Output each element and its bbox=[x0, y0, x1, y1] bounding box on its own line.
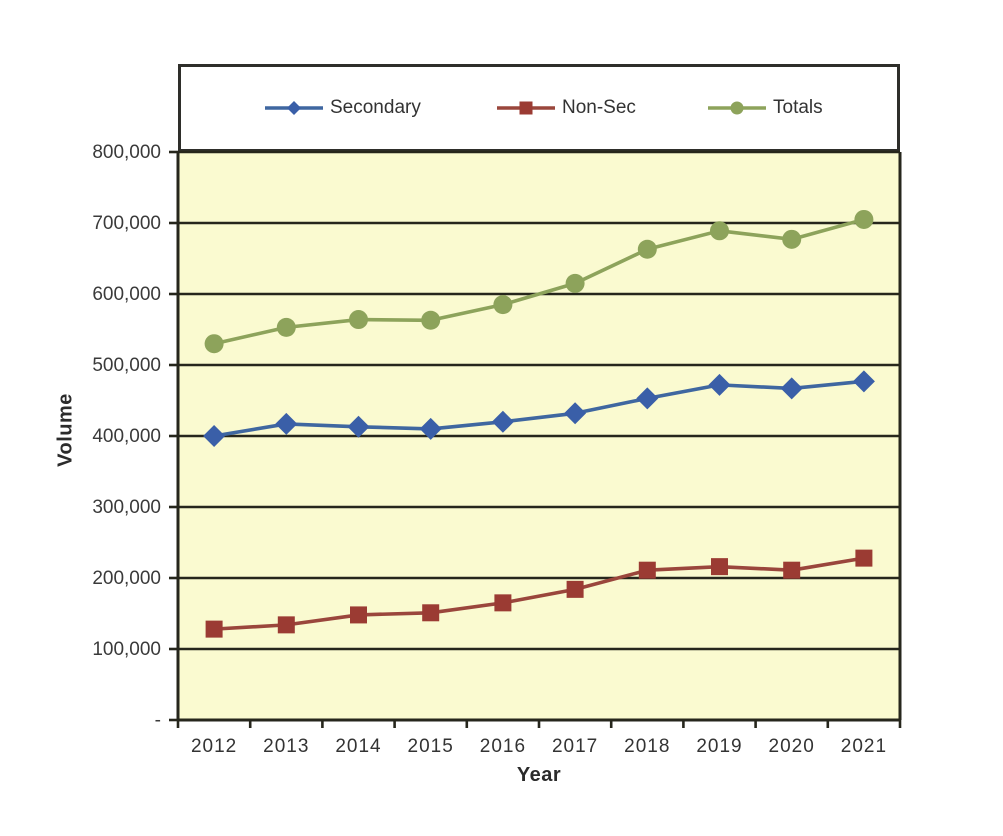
svg-text:800,000: 800,000 bbox=[92, 142, 161, 163]
svg-text:2019: 2019 bbox=[696, 736, 742, 757]
legend-label-nonsec: Non-Sec bbox=[562, 97, 636, 118]
svg-text:2012: 2012 bbox=[191, 736, 237, 757]
svg-text:500,000: 500,000 bbox=[92, 355, 161, 376]
svg-text:2017: 2017 bbox=[552, 736, 598, 757]
legend-label-totals: Totals bbox=[773, 97, 823, 118]
svg-text:700,000: 700,000 bbox=[92, 213, 161, 234]
legend: Secondary Non-Sec Totals bbox=[178, 64, 900, 152]
nonsec-line-marker-icon bbox=[497, 101, 555, 115]
svg-text:2013: 2013 bbox=[263, 736, 309, 757]
svg-text:300,000: 300,000 bbox=[92, 497, 161, 518]
secondary-line-marker-icon bbox=[265, 101, 323, 115]
svg-text:2014: 2014 bbox=[335, 736, 381, 757]
legend-label-secondary: Secondary bbox=[330, 97, 421, 118]
svg-text:2015: 2015 bbox=[408, 736, 454, 757]
svg-text:100,000: 100,000 bbox=[92, 639, 161, 660]
svg-text:400,000: 400,000 bbox=[92, 426, 161, 447]
svg-text:2016: 2016 bbox=[480, 736, 526, 757]
svg-text:2018: 2018 bbox=[624, 736, 670, 757]
legend-item-nonsec: Non-Sec bbox=[497, 97, 636, 119]
legend-item-totals: Totals bbox=[708, 97, 823, 119]
svg-text:600,000: 600,000 bbox=[92, 284, 161, 305]
svg-text:-: - bbox=[155, 710, 161, 731]
legend-item-secondary: Secondary bbox=[265, 97, 421, 119]
totals-line-marker-icon bbox=[708, 101, 766, 115]
svg-text:2020: 2020 bbox=[769, 736, 815, 757]
svg-text:200,000: 200,000 bbox=[92, 568, 161, 589]
x-axis-title: Year bbox=[516, 764, 562, 786]
y-axis-title: Volume bbox=[54, 393, 77, 467]
svg-text:2021: 2021 bbox=[841, 736, 887, 757]
